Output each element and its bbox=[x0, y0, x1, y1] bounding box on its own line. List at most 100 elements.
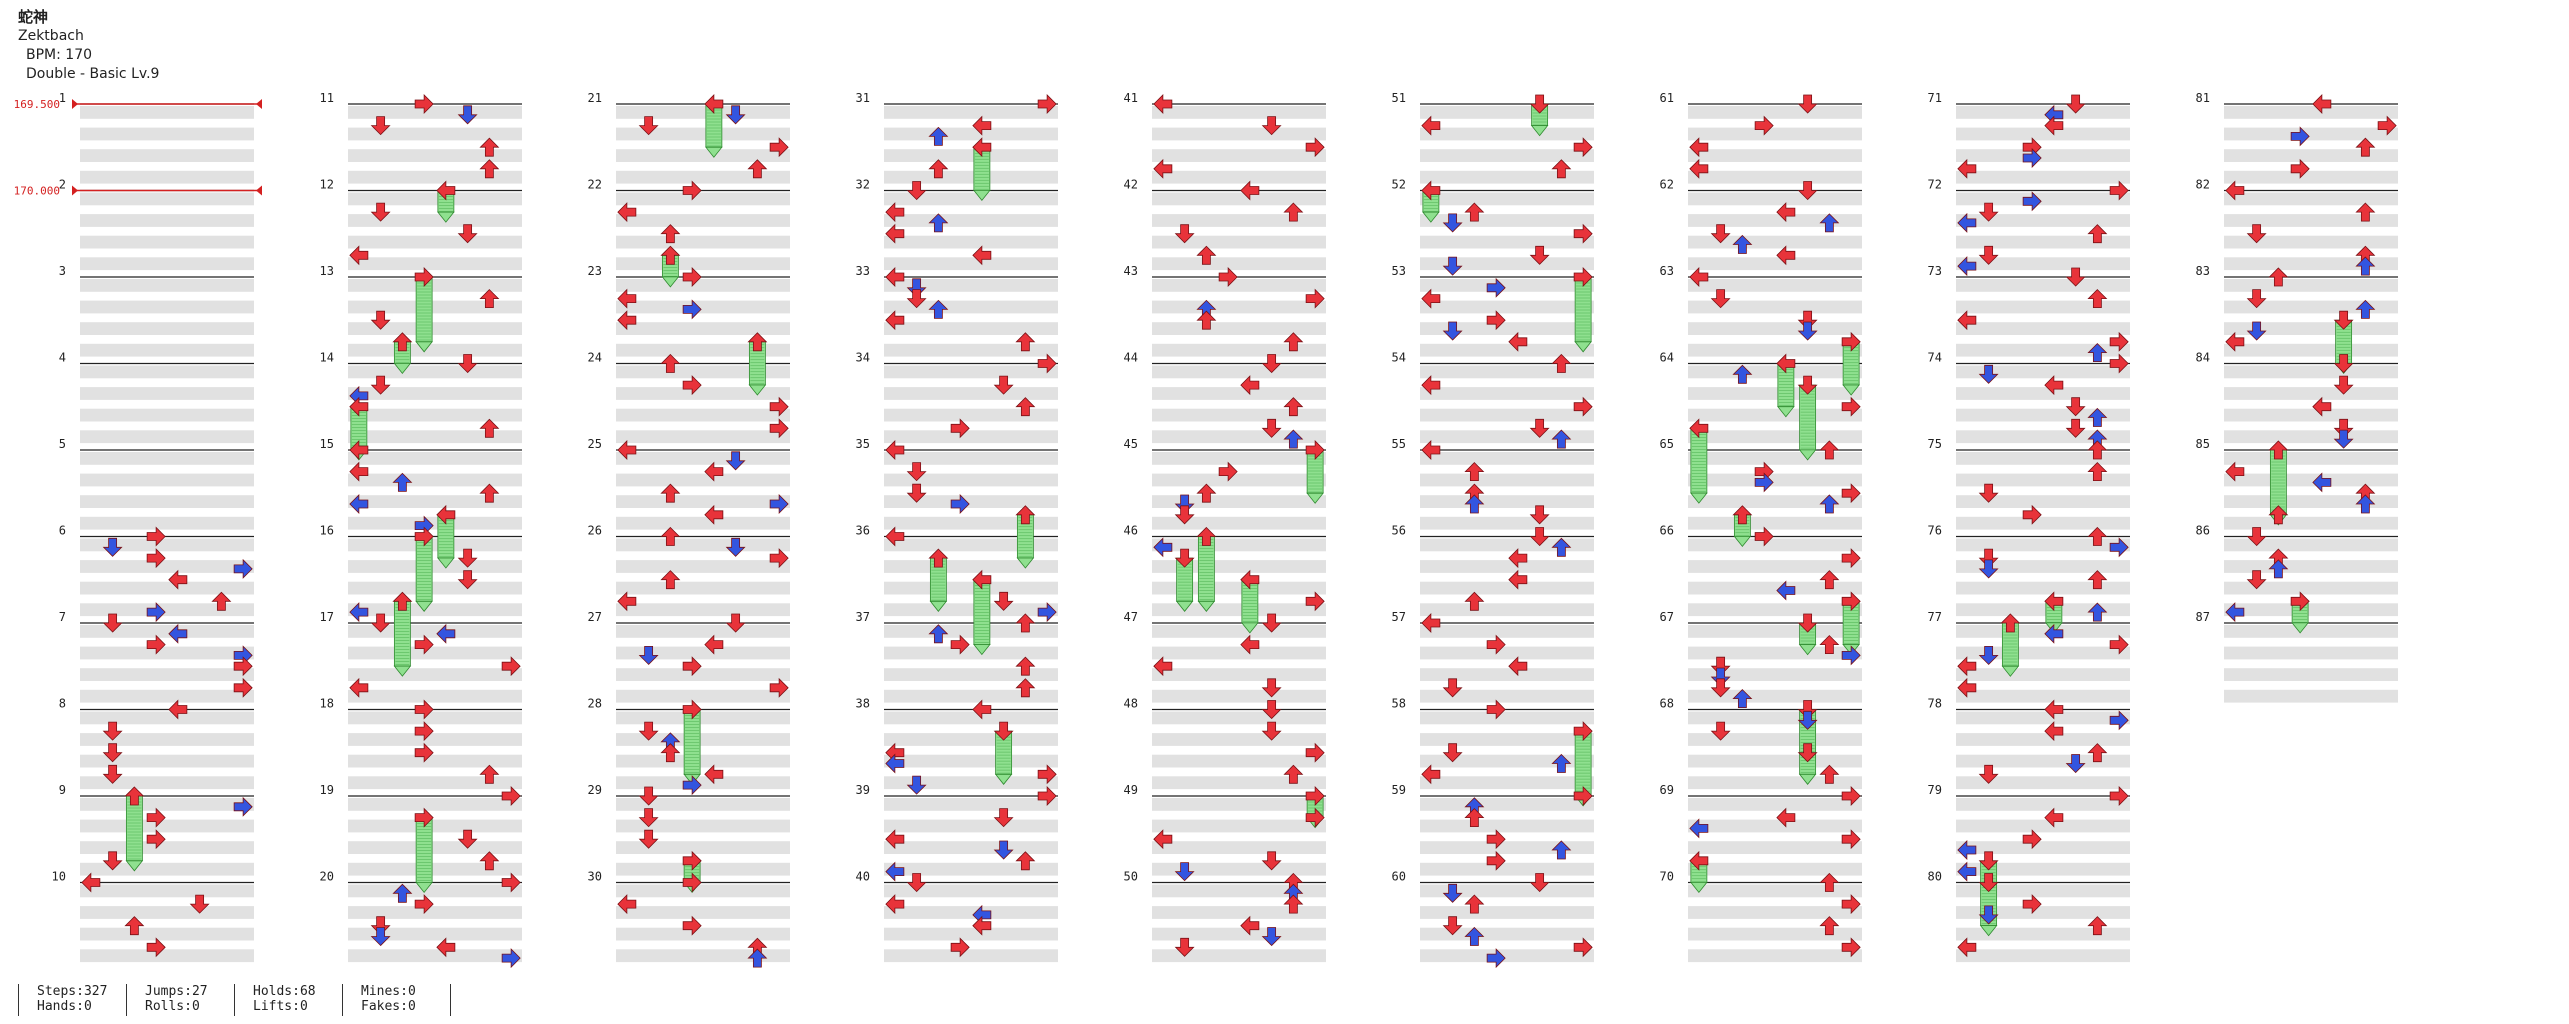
beat-band bbox=[884, 560, 1058, 573]
arrow-l-note bbox=[617, 591, 637, 612]
beat-band bbox=[1956, 106, 2130, 119]
arrow-l-note bbox=[2225, 602, 2245, 623]
arrow-d-note bbox=[1261, 927, 1282, 947]
beat-band bbox=[1152, 711, 1326, 725]
beat-band bbox=[616, 214, 790, 227]
arrow-u-note bbox=[1732, 234, 1753, 254]
arrow-u-note bbox=[2268, 440, 2289, 460]
arrow-r-note bbox=[769, 137, 789, 158]
bpm-value: 170.000 bbox=[14, 185, 60, 198]
beat-band bbox=[1956, 343, 2130, 357]
arrow-u-note bbox=[2000, 613, 2021, 633]
beat-band bbox=[1152, 560, 1326, 573]
arrow-d-note bbox=[638, 829, 659, 849]
arrow-d-note bbox=[1978, 873, 1999, 893]
song-title: 蛇神 bbox=[18, 8, 49, 26]
arrow-r-note bbox=[1573, 267, 1593, 287]
arrow-d-note bbox=[2333, 375, 2354, 395]
arrow-l-note bbox=[349, 245, 369, 266]
arrow-u-note bbox=[1464, 202, 1485, 222]
arrow-u-note bbox=[1819, 764, 1840, 784]
measure-block: 47 bbox=[1124, 610, 1326, 703]
arrow-r-note bbox=[1037, 602, 1057, 623]
beat-band bbox=[1420, 343, 1594, 357]
arrow-d-note bbox=[457, 224, 478, 244]
measure-number: 46 bbox=[1124, 524, 1138, 538]
beat-band bbox=[1956, 235, 2130, 249]
measure-number: 64 bbox=[1660, 351, 1674, 365]
arrow-r-note bbox=[1573, 937, 1593, 958]
measure-block: 41 bbox=[1124, 91, 1326, 184]
beat-band bbox=[1152, 473, 1326, 487]
arrow-l-note bbox=[1957, 861, 1977, 882]
arrow-r-note bbox=[1573, 786, 1593, 806]
arrow-l-note bbox=[885, 202, 905, 223]
beat-band bbox=[616, 733, 790, 746]
arrow-r-note bbox=[414, 267, 434, 287]
arrow-l-note bbox=[2044, 721, 2064, 742]
measure-block: 46 bbox=[1124, 524, 1326, 617]
beat-band bbox=[80, 668, 254, 681]
beat-band bbox=[80, 862, 254, 876]
arrow-u-note bbox=[1819, 635, 1840, 654]
arrow-d-note bbox=[1978, 245, 1999, 265]
beat-band bbox=[1688, 192, 1862, 206]
measure-block: 26 bbox=[588, 524, 790, 617]
measure-number: 10 bbox=[52, 870, 66, 884]
measure-block: 79 bbox=[1928, 783, 2130, 876]
beat-band bbox=[80, 365, 254, 379]
beat-band bbox=[884, 603, 1058, 617]
beat-band bbox=[80, 322, 254, 335]
beat-band bbox=[1688, 711, 1862, 725]
beat-band bbox=[1152, 841, 1326, 854]
arrow-r-note bbox=[682, 656, 702, 677]
measure-number: 44 bbox=[1124, 351, 1138, 365]
beat-band bbox=[1956, 689, 2130, 703]
arrow-d-note bbox=[1710, 289, 1731, 309]
arrow-d-note bbox=[2065, 418, 2086, 438]
beat-band bbox=[348, 365, 522, 379]
beat-band bbox=[1420, 754, 1594, 768]
arrow-d-note bbox=[1978, 202, 1999, 222]
arrow-u-note bbox=[928, 213, 949, 233]
beat-band bbox=[348, 322, 522, 335]
beat-band bbox=[884, 214, 1058, 227]
arrow-r-note bbox=[1305, 742, 1325, 763]
beat-band bbox=[1688, 646, 1862, 660]
arrow-d-note bbox=[906, 775, 927, 795]
measure-block: 10 bbox=[52, 870, 254, 963]
beat-band bbox=[884, 516, 1058, 530]
arrow-l-note bbox=[1508, 548, 1528, 569]
beat-band bbox=[348, 214, 522, 227]
beat-band bbox=[1688, 452, 1862, 465]
beat-band bbox=[348, 884, 522, 898]
arrow-u-note bbox=[1283, 429, 1304, 449]
beat-band bbox=[2224, 235, 2398, 249]
bpm-marker: 170.000 bbox=[14, 185, 262, 198]
arrow-r-note bbox=[2022, 894, 2042, 915]
arrow-u-note bbox=[1732, 505, 1753, 525]
arrow-u-note bbox=[1196, 310, 1217, 330]
measure-number: 24 bbox=[588, 351, 602, 365]
beat-band bbox=[616, 170, 790, 184]
measure-number: 48 bbox=[1124, 697, 1138, 711]
measure-block: 65 bbox=[1660, 437, 1862, 530]
arrow-u-note bbox=[392, 332, 413, 352]
beat-band bbox=[1688, 949, 1862, 963]
beat-band bbox=[616, 516, 790, 530]
arrow-l-note bbox=[1776, 353, 1796, 374]
arrow-d-note bbox=[1978, 851, 1999, 871]
beat-band bbox=[616, 387, 790, 400]
arrow-u-note bbox=[2268, 267, 2289, 287]
arrow-l-note bbox=[349, 494, 369, 514]
arrow-u-note bbox=[392, 883, 413, 903]
beat-band bbox=[80, 841, 254, 854]
arrow-d-note bbox=[1797, 613, 1818, 633]
beat-band bbox=[1152, 192, 1326, 206]
arrow-d-note bbox=[370, 613, 391, 633]
arrow-l-note bbox=[1776, 807, 1796, 828]
arrow-r-note bbox=[2109, 634, 2129, 655]
measure-number: 31 bbox=[856, 91, 870, 105]
arrow-r-note bbox=[1754, 526, 1774, 547]
hold-note bbox=[1016, 514, 1035, 569]
